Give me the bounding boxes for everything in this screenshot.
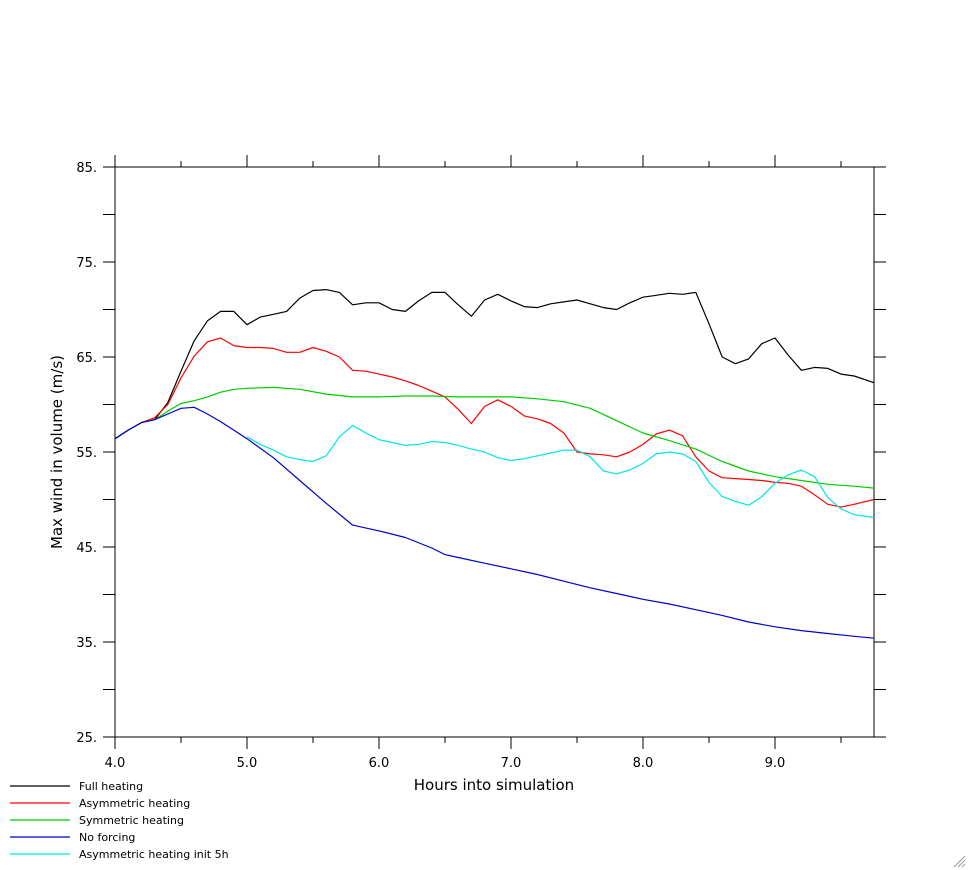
y-tick-label: 25. — [76, 731, 97, 746]
x-axis-title: Hours into simulation — [414, 776, 574, 794]
series-line-asymmetric-heating — [114, 337, 875, 508]
legend-label: Asymmetric heating init 5h — [79, 848, 229, 861]
resize-grip-icon[interactable] — [952, 854, 966, 868]
x-tick-label: 6.0 — [369, 756, 390, 771]
legend-item-full-heating: Full heating — [10, 780, 143, 793]
legend-label: Symmetric heating — [79, 814, 184, 827]
x-axis: 4.0 5.0 6.0 7.0 8.0 9.0 — [105, 155, 842, 771]
y-tick-label: 45. — [76, 541, 97, 556]
y-tick-label: 65. — [76, 351, 97, 366]
legend-label: Asymmetric heating — [79, 797, 190, 810]
y-tick-label: 35. — [76, 636, 97, 651]
x-tick-label: 8.0 — [633, 756, 654, 771]
y-tick-label: 85. — [76, 161, 97, 176]
plot-frame — [114, 166, 875, 738]
x-tick-label: 9.0 — [765, 756, 786, 771]
series-layer — [114, 289, 875, 639]
y-axis: 25. 35. 45. 55. 65. 75. 85. — [76, 161, 886, 746]
legend: Full heating Asymmetric heating Symmetric … — [10, 780, 229, 861]
legend-item-asymmetric-heating-init-5h: Asymmetric heating init 5h — [10, 848, 229, 861]
y-tick-label: 55. — [76, 446, 97, 461]
series-line-symmetric-heating — [114, 386, 875, 489]
series-line-full-heating — [114, 289, 875, 440]
legend-item-symmetric-heating: Symmetric heating — [10, 814, 184, 827]
legend-label: No forcing — [79, 831, 135, 844]
legend-label: Full heating — [79, 780, 143, 793]
series-line-asymmetric-heating-init-5h — [246, 424, 875, 519]
x-tick-label: 5.0 — [237, 756, 258, 771]
x-tick-label: 4.0 — [105, 756, 126, 771]
legend-item-no-forcing: No forcing — [10, 831, 135, 844]
series-line-no-forcing — [114, 406, 875, 639]
y-axis-title: Max wind in volume (m/s) — [48, 355, 66, 549]
x-tick-label: 7.0 — [501, 756, 522, 771]
legend-item-asymmetric-heating: Asymmetric heating — [10, 797, 190, 810]
plot-border — [114, 166, 875, 738]
y-tick-label: 75. — [76, 256, 97, 271]
